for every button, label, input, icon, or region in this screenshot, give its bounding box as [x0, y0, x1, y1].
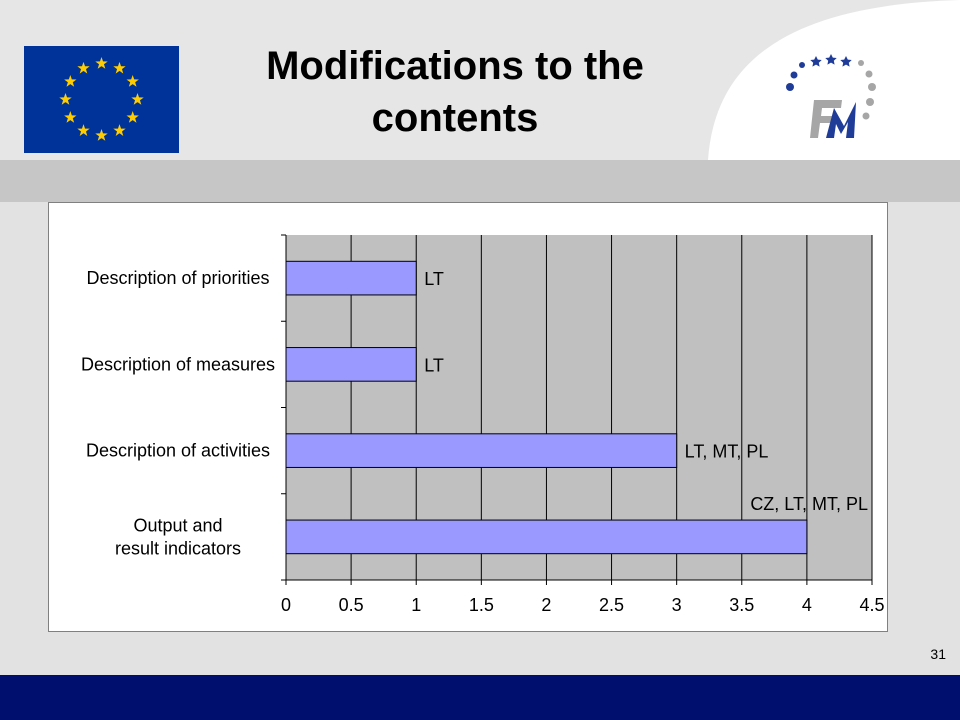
category-label-line: Description of priorities: [86, 268, 269, 288]
x-tick-label: 1: [411, 595, 421, 615]
eu-star: [95, 57, 108, 69]
page-number: 31: [930, 646, 946, 662]
bar-chart: LT LT LT, MT, PL CZ, LT, MT, PL Description…: [81, 234, 885, 615]
x-tick-label: 2: [541, 595, 551, 615]
x-tick-label: 4.5: [859, 595, 884, 615]
category-label: Output and result indicators: [115, 515, 241, 558]
x-tick-label: 0.5: [339, 595, 364, 615]
bars: [285, 260, 808, 555]
eu-flag-stars: [59, 57, 144, 141]
bar: [285, 347, 417, 382]
eu-star: [64, 75, 77, 87]
category-label: Description of activities: [86, 441, 270, 461]
eu-star: [131, 93, 144, 105]
x-tick-label: 3: [672, 595, 682, 615]
category-label: Description of measures: [81, 354, 275, 374]
bar: [285, 519, 808, 555]
category-label-line: result indicators: [115, 538, 241, 558]
fm-logo-icon: [786, 54, 876, 138]
bar-data-label: LT: [424, 269, 444, 289]
logo-stars: [810, 54, 852, 67]
eu-flag-icon: [24, 46, 179, 153]
eu-star: [77, 124, 90, 136]
eu-star: [59, 93, 72, 105]
footer-bar: [0, 675, 960, 720]
eu-star: [113, 124, 126, 136]
eu-star: [113, 61, 126, 74]
logo-dots-blue: [786, 62, 805, 91]
eu-star: [64, 111, 77, 123]
x-tick-label: 4: [802, 595, 812, 615]
category-labels: Description of priorities Description of …: [81, 268, 275, 558]
category-label-line: Output and: [133, 515, 222, 535]
logo-letters: [810, 100, 856, 138]
category-label: Description of priorities: [86, 268, 269, 288]
eu-star: [126, 75, 139, 87]
header-band: [0, 160, 960, 202]
chart-container: LT LT LT, MT, PL CZ, LT, MT, PL Description…: [48, 202, 888, 632]
bar: [285, 260, 417, 296]
bar-data-label: CZ, LT, MT, PL: [750, 494, 868, 514]
bar-data-label: LT: [424, 355, 444, 375]
eu-star: [77, 61, 90, 74]
x-tick-label: 0: [281, 595, 291, 615]
category-label-line: Description of activities: [86, 441, 270, 461]
x-tick-labels: 0 0.5 1 1.5 2 2.5 3 3.5 4 4.5: [281, 595, 885, 615]
bar-data-label: LT, MT, PL: [685, 442, 769, 462]
x-tick-label: 2.5: [599, 595, 624, 615]
logo-dots-grey: [858, 60, 876, 120]
x-tick-label: 3.5: [729, 595, 754, 615]
category-label-line: Description of measures: [81, 354, 275, 374]
x-tick-label: 1.5: [469, 595, 494, 615]
slide-title: Modifications to the contents: [266, 44, 644, 140]
eu-star: [95, 129, 108, 141]
data-labels: LT LT LT, MT, PL CZ, LT, MT, PL: [424, 269, 868, 514]
bar: [285, 433, 678, 468]
eu-star: [126, 111, 139, 123]
header-swoosh: [708, 0, 960, 160]
